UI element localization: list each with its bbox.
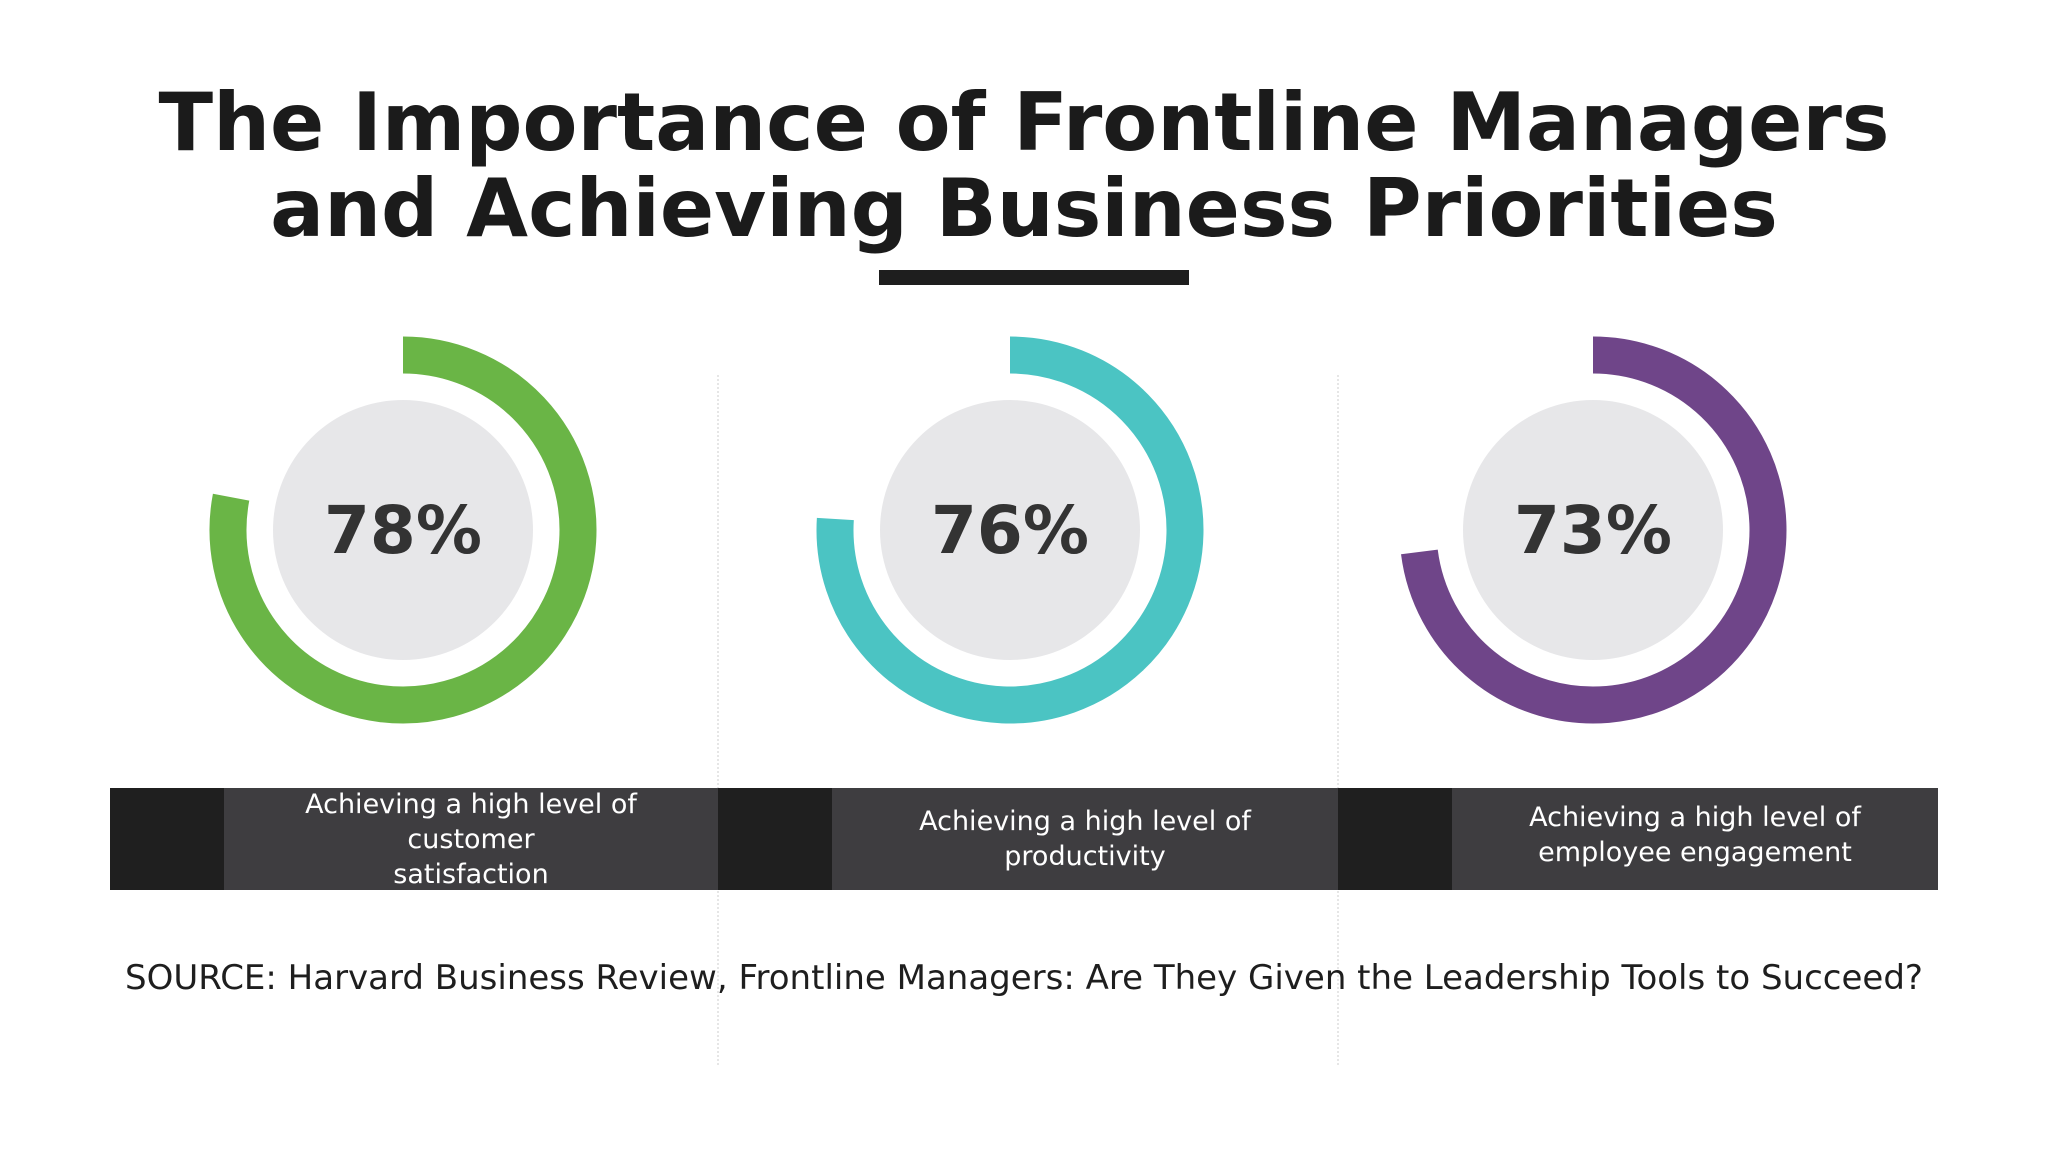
category-label-1: Achieving a high level of customer satis… <box>224 788 718 890</box>
category-band-2: Achieving a high level of productivity <box>718 788 1338 890</box>
category-band-2-accent <box>718 788 832 890</box>
column-divider-2 <box>1337 375 1339 1065</box>
donut-2: 76% <box>816 336 1204 724</box>
donut-1-inner-circle <box>273 400 533 660</box>
category-band-3-accent <box>1338 788 1452 890</box>
column-divider-1 <box>717 375 719 1065</box>
donut-1-ring-arc <box>209 336 597 724</box>
donut-3-inner-circle <box>1463 400 1723 660</box>
donut-2-value-label: 76% <box>931 492 1089 569</box>
category-band-1: Achieving a high level of customer satis… <box>110 788 718 890</box>
category-band-1-accent <box>110 788 224 890</box>
category-label-3-line-2: employee engagement <box>1538 837 1852 868</box>
donut-3-ring-arc <box>1401 336 1787 724</box>
donut-1: 78% <box>209 336 597 724</box>
category-label-2-line-1: Achieving a high level of <box>919 806 1251 837</box>
donut-2-inner-circle <box>880 400 1140 660</box>
category-label-1-line-1: Achieving a high level of customer <box>305 788 637 855</box>
title-underline <box>879 270 1189 285</box>
donut-3: 73% <box>1401 336 1787 724</box>
category-label-3-line-1: Achieving a high level of <box>1529 802 1861 833</box>
donut-3-value-label: 73% <box>1514 492 1672 569</box>
chart-title-line-2: and Achieving Business Priorities <box>270 162 1778 255</box>
category-label-3: Achieving a high level of employee engag… <box>1452 788 1938 890</box>
source-citation: SOURCE: Harvard Business Review, Frontli… <box>125 958 1923 998</box>
category-label-1-line-2: satisfaction <box>393 858 549 890</box>
category-band-3: Achieving a high level of employee engag… <box>1338 788 1938 890</box>
chart-title-line-1: The Importance of Frontline Managers <box>158 76 1890 169</box>
category-label-2-line-2: productivity <box>1004 841 1166 872</box>
donut-2-ring-arc <box>816 336 1204 724</box>
category-label-2: Achieving a high level of productivity <box>832 788 1338 890</box>
donut-1-value-label: 78% <box>324 492 482 569</box>
